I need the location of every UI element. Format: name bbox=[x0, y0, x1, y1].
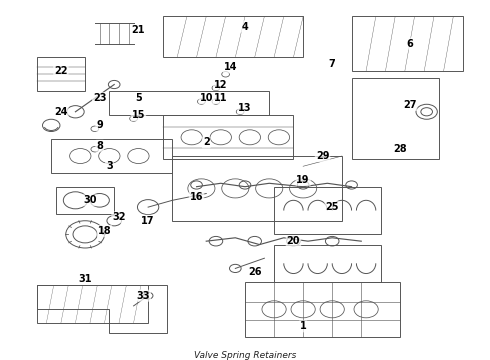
Text: 5: 5 bbox=[135, 93, 142, 103]
Text: 12: 12 bbox=[214, 80, 227, 90]
Text: 14: 14 bbox=[224, 63, 237, 72]
Text: 13: 13 bbox=[238, 103, 252, 113]
Text: 16: 16 bbox=[190, 192, 203, 202]
Text: 21: 21 bbox=[132, 25, 145, 35]
Text: 18: 18 bbox=[98, 226, 111, 236]
Text: 31: 31 bbox=[78, 274, 92, 284]
Text: 7: 7 bbox=[329, 59, 336, 69]
Text: 28: 28 bbox=[393, 144, 407, 154]
Text: 4: 4 bbox=[242, 22, 248, 32]
Text: 20: 20 bbox=[287, 236, 300, 246]
Text: 32: 32 bbox=[112, 212, 126, 222]
Text: 24: 24 bbox=[54, 107, 68, 117]
Text: 23: 23 bbox=[93, 93, 106, 103]
Text: 22: 22 bbox=[54, 66, 68, 76]
Text: 30: 30 bbox=[83, 195, 97, 205]
Text: 33: 33 bbox=[137, 291, 150, 301]
Text: 3: 3 bbox=[106, 161, 113, 171]
Text: 29: 29 bbox=[316, 151, 329, 161]
Text: Valve Spring Retainers: Valve Spring Retainers bbox=[194, 351, 296, 360]
Text: 11: 11 bbox=[214, 93, 227, 103]
Text: 1: 1 bbox=[300, 321, 307, 331]
Text: 17: 17 bbox=[141, 216, 155, 226]
Text: 6: 6 bbox=[406, 39, 413, 49]
Text: 10: 10 bbox=[199, 93, 213, 103]
Text: 27: 27 bbox=[403, 100, 416, 110]
Text: 2: 2 bbox=[203, 138, 210, 147]
Text: 19: 19 bbox=[296, 175, 310, 185]
Text: 26: 26 bbox=[248, 267, 262, 277]
Text: 8: 8 bbox=[96, 141, 103, 151]
Text: 9: 9 bbox=[97, 120, 103, 130]
Text: 15: 15 bbox=[132, 110, 145, 120]
Text: 25: 25 bbox=[325, 202, 339, 212]
